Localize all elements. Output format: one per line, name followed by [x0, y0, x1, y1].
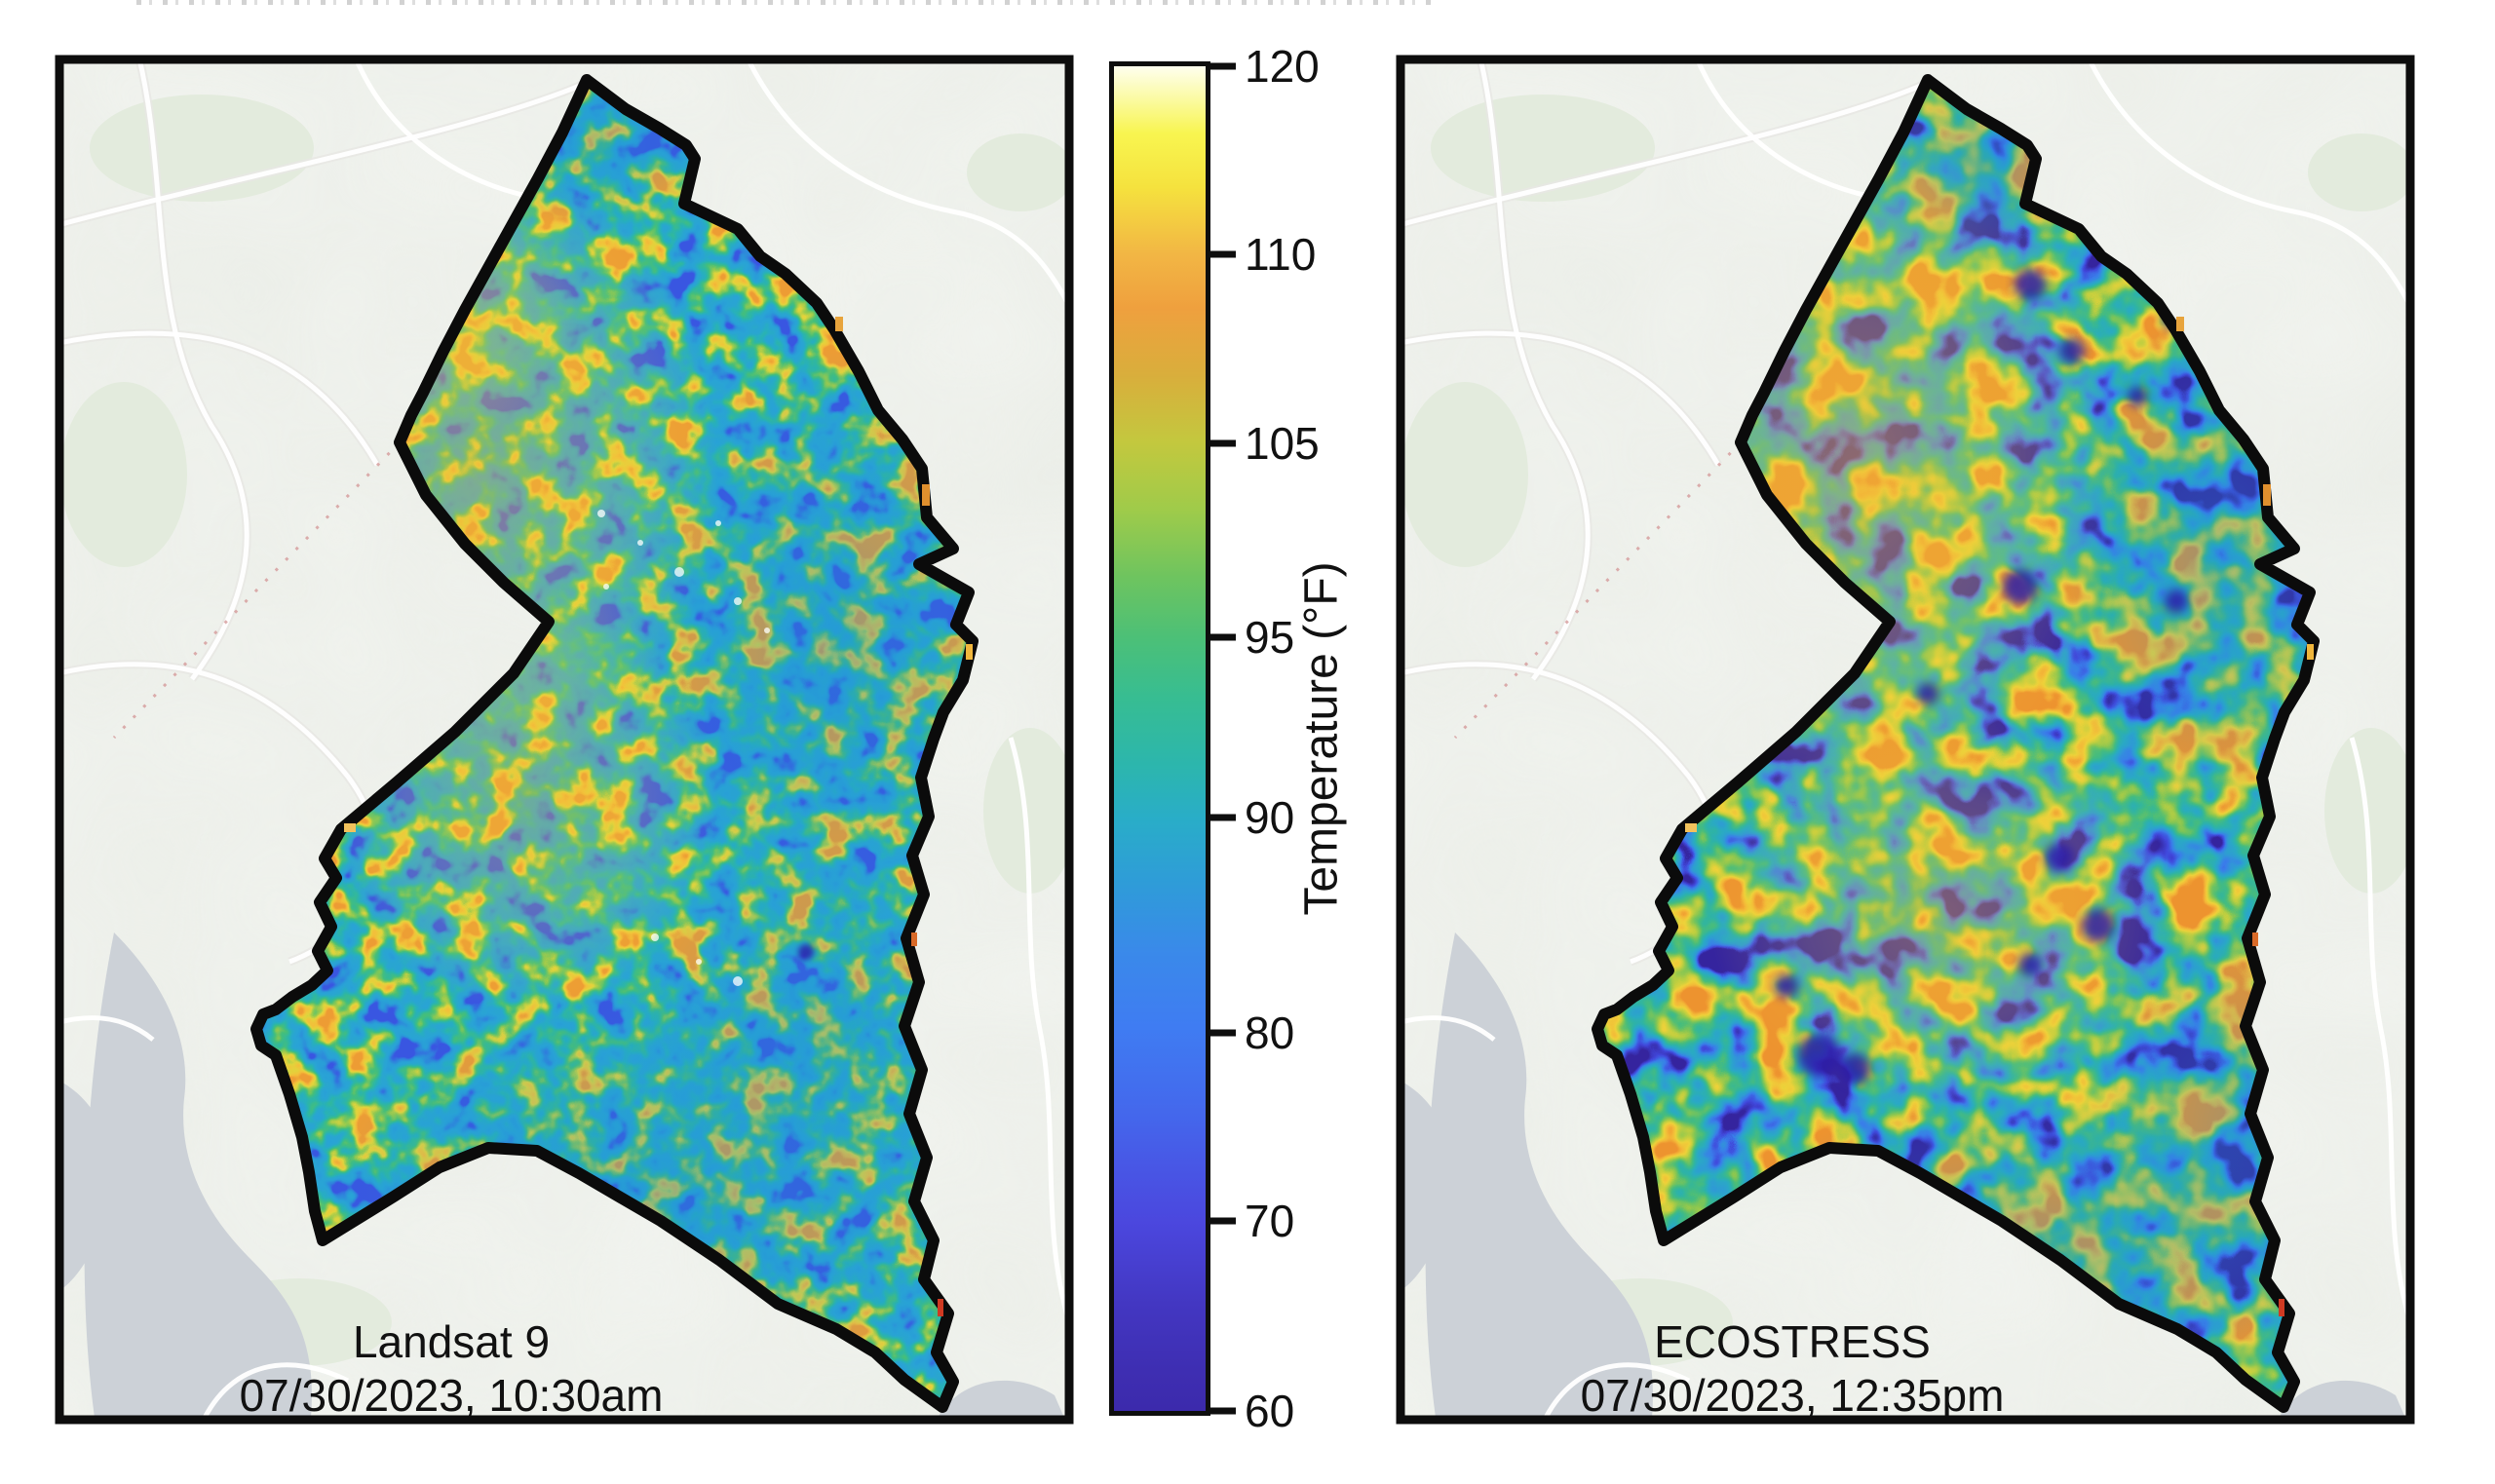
- caption-source-landsat: Landsat 9: [353, 1316, 550, 1367]
- colorbar-tick-label: 70: [1245, 1196, 1295, 1247]
- colorbar-tick-label: 110: [1245, 228, 1317, 280]
- caption-datetime-landsat: 07/30/2023, 10:30am: [240, 1370, 664, 1421]
- colorbar-tick-label: 120: [1245, 41, 1320, 92]
- colorbar-tick-label: 90: [1245, 792, 1295, 844]
- colorbar-tick: [1210, 439, 1236, 447]
- caption-source-ecostress: ECOSTRESS: [1654, 1316, 1931, 1367]
- colorbar-tick-label: 60: [1245, 1386, 1295, 1436]
- panel-border-landsat: [55, 55, 1074, 1425]
- colorbar-tick-label: 95: [1245, 611, 1295, 663]
- colorbar-tick: [1210, 1217, 1236, 1225]
- colorbar-tick: [1210, 250, 1236, 258]
- cropped-text-artifact: [136, 0, 1433, 5]
- colorbar-tick-label: 80: [1245, 1007, 1295, 1058]
- map-panel-ecostress: ECOSTRESS 07/30/2023, 12:35pm: [1396, 55, 2415, 1425]
- colorbar-tick: [1210, 814, 1236, 821]
- map-panel-landsat: Landsat 9 07/30/2023, 10:30am: [55, 55, 1074, 1425]
- cloud-speckles: [597, 510, 770, 986]
- colorbar-tick: [1210, 1407, 1236, 1415]
- temperature-colorbar: 120 110 105 95 90 80 70 60: [1109, 44, 1320, 1433]
- colorbar-tick: [1210, 1029, 1236, 1037]
- caption-datetime-ecostress: 07/30/2023, 12:35pm: [1581, 1370, 2005, 1421]
- colorbar-tick: [1210, 633, 1236, 641]
- panel-border-ecostress: [1396, 55, 2415, 1425]
- colorbar-tick-label: 105: [1245, 418, 1320, 470]
- colorbar-tick: [1210, 62, 1236, 70]
- colorbar-axis-label: Temperature (°F): [1295, 561, 1348, 916]
